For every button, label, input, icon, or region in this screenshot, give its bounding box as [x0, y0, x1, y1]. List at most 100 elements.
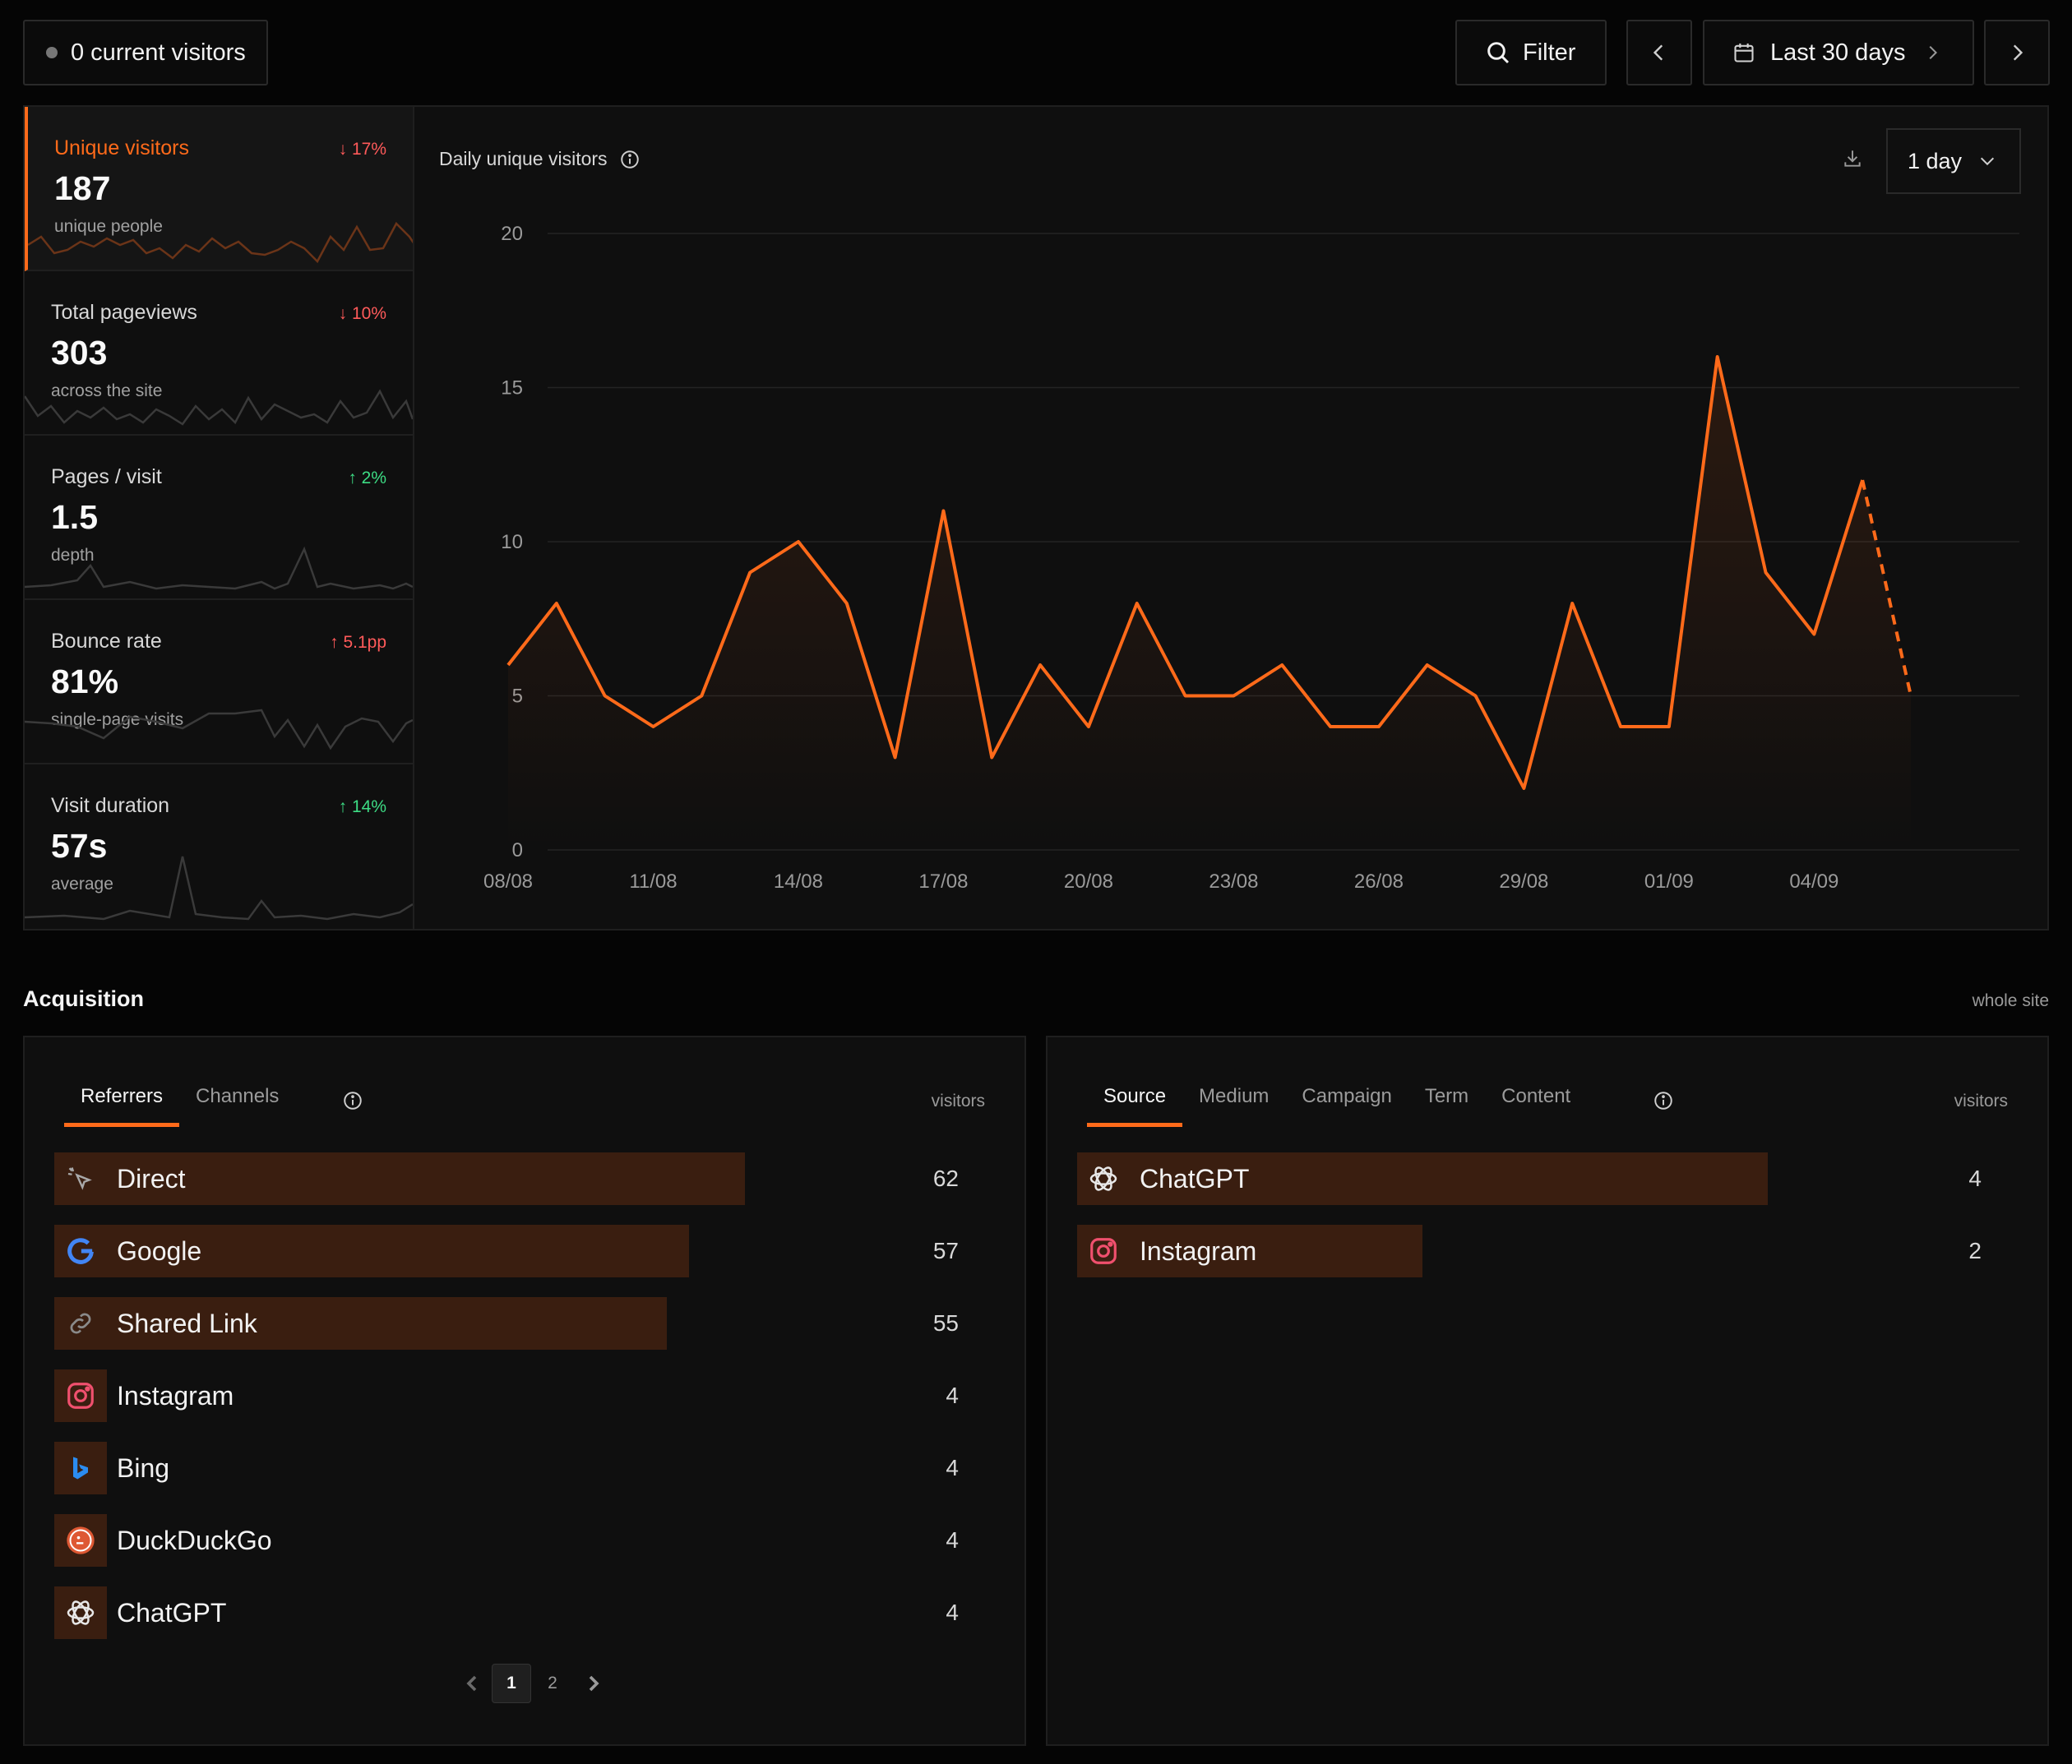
metric-delta: ↑ 2%: [348, 469, 386, 487]
list-item[interactable]: Shared Link 55: [54, 1297, 998, 1350]
list-item[interactable]: Bing 4: [54, 1442, 998, 1494]
chart-title: Daily unique visitors: [439, 148, 608, 169]
x-tick-label: 08/08: [483, 870, 533, 893]
date-range-button[interactable]: Last 30 days: [1703, 20, 1974, 85]
series-line: [506, 355, 1865, 790]
metric-total-pageviews[interactable]: Total pageviews ↓ 10% 303 across the sit…: [25, 271, 413, 436]
metric-label: Total pageviews: [51, 301, 197, 324]
row-count: 4: [946, 1600, 959, 1625]
metric-bounce-rate[interactable]: Bounce rate ↑ 5.1pp 81% single-page visi…: [25, 600, 413, 764]
metric-label: Unique visitors: [54, 136, 189, 159]
metric-value: 1.5: [51, 498, 98, 536]
value-bar: [1077, 1152, 1768, 1205]
list-item[interactable]: ChatGPT 4: [1077, 1152, 2021, 1205]
tab-medium[interactable]: Medium: [1199, 1085, 1270, 1107]
row-label: Instagram: [1140, 1236, 1257, 1266]
tab-referrers[interactable]: Referrers: [64, 1085, 180, 1127]
metric-value: 81%: [51, 663, 119, 700]
instagram-icon: [1077, 1225, 1130, 1277]
metric-visit-duration[interactable]: Visit duration ↑ 14% 57s average: [25, 764, 413, 929]
value-bar: [1077, 1225, 1422, 1277]
current-visitors-indicator[interactable]: 0 current visitors: [23, 20, 268, 85]
sparkline: [25, 709, 413, 750]
metric-pages-per-visit[interactable]: Pages / visit ↑ 2% 1.5 depth: [25, 436, 413, 600]
x-tick-label: 23/08: [1209, 870, 1258, 893]
tab-campaign[interactable]: Campaign: [1302, 1085, 1392, 1107]
pagination: 1 2: [452, 1664, 613, 1703]
referrers-panel: Referrers Channels visitors Direct 62 Goog…: [23, 1036, 1026, 1746]
y-tick-label: 10: [501, 531, 523, 553]
value-bar: [54, 1225, 690, 1277]
row-count: 57: [932, 1238, 959, 1263]
filter-button[interactable]: Filter: [1455, 20, 1607, 85]
filter-label: Filter: [1523, 39, 1576, 66]
list-item[interactable]: Direct 62: [54, 1152, 998, 1205]
x-tick-label: 26/08: [1354, 870, 1404, 893]
acquisition-title: Acquisition: [23, 986, 144, 1011]
x-tick-label: 29/08: [1499, 870, 1548, 893]
metric-delta: ↑ 5.1pp: [330, 633, 386, 652]
chevron-left-icon[interactable]: [452, 1664, 492, 1703]
row-label: ChatGPT: [1140, 1164, 1250, 1194]
metric-unique-visitors[interactable]: Unique visitors ↓ 17% 187 unique people: [25, 107, 413, 271]
search-icon: [1487, 42, 1510, 64]
current-visitors-label: 0 current visitors: [71, 39, 246, 66]
metrics-column: Unique visitors ↓ 17% 187 unique people …: [25, 107, 414, 929]
bing-icon: [54, 1442, 107, 1494]
source-tabs: Source Medium Campaign Term Content: [1087, 1085, 1587, 1127]
sparkline: [25, 389, 413, 426]
visitors-column-label: visitors: [931, 1092, 985, 1111]
daily-visitors-chart: 0510152008/0811/0814/0817/0820/0823/0826…: [483, 223, 2019, 893]
tab-content[interactable]: Content: [1501, 1085, 1571, 1107]
chevron-down-icon: [1981, 157, 1995, 166]
info-icon[interactable]: [619, 149, 641, 170]
tab-term[interactable]: Term: [1424, 1085, 1469, 1107]
metric-sub: average: [51, 875, 113, 894]
row-label: Instagram: [117, 1381, 234, 1411]
stats-panel: Unique visitors ↓ 17% 187 unique people …: [23, 105, 2049, 930]
list-item[interactable]: Instagram 4: [54, 1369, 998, 1422]
page-2-button[interactable]: 2: [548, 1674, 557, 1692]
list-item[interactable]: DuckDuckGo 4: [54, 1514, 998, 1567]
interval-select[interactable]: 1 day: [1886, 128, 2021, 194]
x-tick-label: 04/09: [1789, 870, 1838, 893]
value-bar: [54, 1152, 745, 1205]
row-count: 55: [932, 1310, 959, 1336]
list-item[interactable]: ChatGPT 4: [54, 1586, 998, 1639]
chart-header: Daily unique visitors: [439, 148, 641, 170]
y-tick-label: 15: [501, 377, 523, 399]
metric-delta: ↓ 10%: [338, 304, 386, 323]
download-icon[interactable]: [1842, 148, 1863, 169]
tab-source[interactable]: Source: [1087, 1085, 1183, 1127]
row-count: 2: [1968, 1238, 1982, 1263]
metric-sub: unique people: [54, 217, 163, 236]
status-dot-icon: [46, 47, 58, 58]
page-1-button[interactable]: 1: [492, 1664, 531, 1703]
row-count: 4: [946, 1455, 959, 1480]
list-item[interactable]: Google 57: [54, 1225, 998, 1277]
metric-value: 303: [51, 334, 108, 372]
date-range-label: Last 30 days: [1770, 39, 1906, 66]
row-label: DuckDuckGo: [117, 1526, 272, 1555]
sparkline: [25, 856, 413, 921]
referrers-tabs: Referrers Channels: [64, 1085, 295, 1127]
info-icon[interactable]: [1653, 1090, 1674, 1111]
metric-value: 57s: [51, 827, 108, 865]
tab-channels[interactable]: Channels: [196, 1085, 280, 1107]
previous-period-button[interactable]: [1626, 20, 1692, 85]
list-item[interactable]: Instagram 2: [1077, 1225, 2021, 1277]
info-icon[interactable]: [342, 1090, 363, 1111]
chevron-right-icon: [2013, 44, 2023, 61]
metric-sub: across the site: [51, 381, 163, 400]
x-tick-label: 14/08: [774, 870, 823, 893]
x-tick-label: 11/08: [629, 870, 677, 893]
next-period-button[interactable]: [1984, 20, 2050, 85]
chevron-left-icon: [1653, 44, 1663, 61]
visitors-column-label: visitors: [1954, 1092, 2008, 1111]
google-icon: [54, 1225, 107, 1277]
duckduckgo-icon: [54, 1514, 107, 1567]
metric-label: Bounce rate: [51, 630, 162, 653]
metric-label: Pages / visit: [51, 465, 162, 488]
link-icon: [54, 1297, 107, 1350]
chevron-right-icon[interactable]: [574, 1664, 613, 1703]
